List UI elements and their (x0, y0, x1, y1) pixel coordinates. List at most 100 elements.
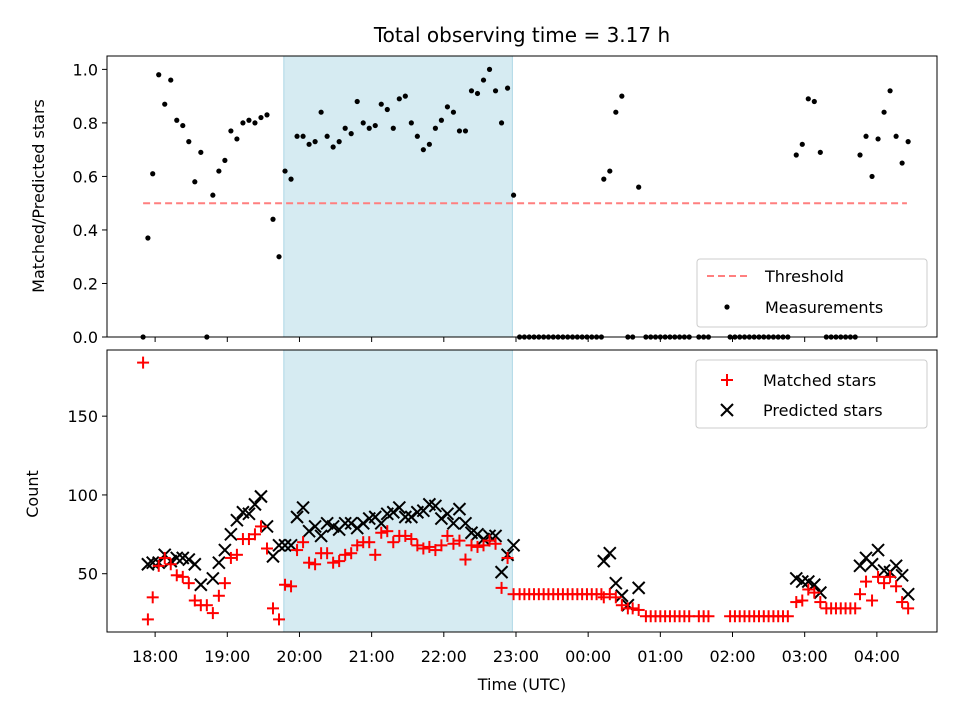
matched-stars-point (345, 547, 358, 560)
matched-stars-point (453, 534, 466, 547)
measurement-point (905, 139, 911, 145)
matched-stars-point (702, 610, 715, 623)
predicted-stars-point (597, 554, 611, 568)
predicted-stars-point (242, 507, 256, 521)
measurement-point (601, 176, 607, 182)
ratio-y-tick-label: 0.6 (73, 167, 98, 186)
matched-stars-point (230, 548, 243, 561)
predicted-stars-point (278, 538, 292, 553)
chart-title: Total observing time = 3.17 h (373, 23, 670, 47)
matched-stars-point (387, 536, 400, 549)
count-y-tick-label: 100 (67, 486, 98, 505)
measurement-point (180, 122, 186, 129)
measurement-point (145, 235, 151, 241)
measurement-point (480, 77, 487, 83)
measurement-point (222, 157, 228, 163)
predicted-stars-point (338, 516, 352, 531)
matched-stars-point (597, 591, 610, 604)
matched-stars-point (248, 528, 261, 541)
measurement-point (474, 90, 481, 97)
matched-stars-point (200, 599, 213, 612)
count-panel: 50 100 150 18:00 19:00 20:00 21:00 22:00 23:00 0… (23, 349, 938, 694)
predicted-stars-point (194, 578, 208, 592)
matched-stars-point (884, 570, 897, 583)
measurement-point (234, 136, 240, 142)
x-tick-label: 03:00 (782, 647, 828, 666)
matched-stars-point (878, 577, 891, 590)
matched-stars-point (158, 551, 171, 564)
measurement-point (402, 93, 408, 99)
measurement-point (450, 109, 457, 115)
measurement-point (619, 93, 625, 99)
matched-stars-point (182, 577, 195, 590)
measurement-point (396, 96, 402, 102)
measurement-point (228, 128, 234, 134)
matched-stars-point (351, 539, 364, 552)
predicted-stars-point (428, 499, 443, 513)
predicted-stars-point (446, 516, 461, 531)
predicted-stars-point (889, 559, 903, 573)
ratio-panel: 0.0 0.2 0.4 0.6 0.8 1.0 Total observing time … (29, 23, 938, 347)
measurement-point (468, 88, 475, 94)
measurement-point (793, 152, 799, 158)
measurement-point (336, 139, 342, 145)
predicted-stars-point (218, 543, 232, 557)
predicted-stars-point (458, 516, 473, 531)
predicted-stars-point (314, 529, 328, 543)
x-tick-label: 18:00 (132, 647, 178, 666)
measurement-point (354, 98, 360, 105)
predicted-stars-point (494, 565, 509, 579)
matched-stars-point (866, 594, 879, 607)
matched-stars-point (626, 602, 639, 615)
x-tick-label: 19:00 (204, 647, 250, 666)
matched-stars-point (260, 542, 273, 555)
measurement-point (330, 144, 336, 150)
measurement-point (869, 173, 875, 180)
measurement-point (893, 133, 899, 139)
measurement-point (863, 133, 869, 139)
measurement-point (156, 72, 162, 78)
x-tick-label: 23:00 (493, 647, 539, 666)
matched-stars-point (188, 594, 201, 607)
x-tick-label: 04:00 (854, 647, 900, 666)
x-tick-label: 20:00 (276, 647, 322, 666)
matched-stars-point (381, 525, 394, 538)
matched-stars-point (802, 583, 815, 596)
matched-stars-point (254, 520, 267, 533)
measurement-point (300, 133, 306, 139)
matched-stars-point (321, 547, 334, 560)
matched-stars-point (141, 613, 154, 626)
matched-stars-point (212, 589, 225, 602)
predicted-stars-point (254, 489, 268, 504)
measurement-point (306, 141, 312, 147)
matched-stars-point (489, 537, 502, 550)
measurement-point (360, 120, 366, 126)
measurement-point (312, 139, 318, 145)
observing-window-span (283, 55, 513, 338)
ratio-legend-box (696, 258, 928, 328)
measurement-point (282, 168, 288, 174)
measurement-point (150, 171, 156, 177)
measurement-point (246, 117, 252, 123)
matched-stars-point (303, 556, 316, 569)
predicted-legend-label: Predicted stars (763, 401, 883, 420)
measurement-point (264, 112, 270, 118)
matched-stars-point (435, 539, 448, 552)
predicted-stars-point (212, 555, 226, 570)
predicted-stars-point (272, 538, 286, 553)
matched-stars-point (609, 591, 622, 604)
matched-stars-point (273, 613, 286, 626)
predicted-stars-point (440, 507, 455, 521)
matched-stars-point (339, 548, 352, 561)
ratio-legend: Threshold Measurements (696, 258, 928, 328)
x-tick-label: 00:00 (565, 647, 611, 666)
matched-stars-point (447, 537, 460, 550)
ratio-y-tick-label: 1.0 (73, 60, 98, 79)
measurement-point (492, 88, 499, 94)
matched-stars-point (411, 539, 424, 552)
measurement-point (294, 133, 300, 139)
predicted-stars-point (895, 568, 909, 582)
matched-stars-point (860, 575, 873, 588)
measurement-point (438, 117, 445, 123)
